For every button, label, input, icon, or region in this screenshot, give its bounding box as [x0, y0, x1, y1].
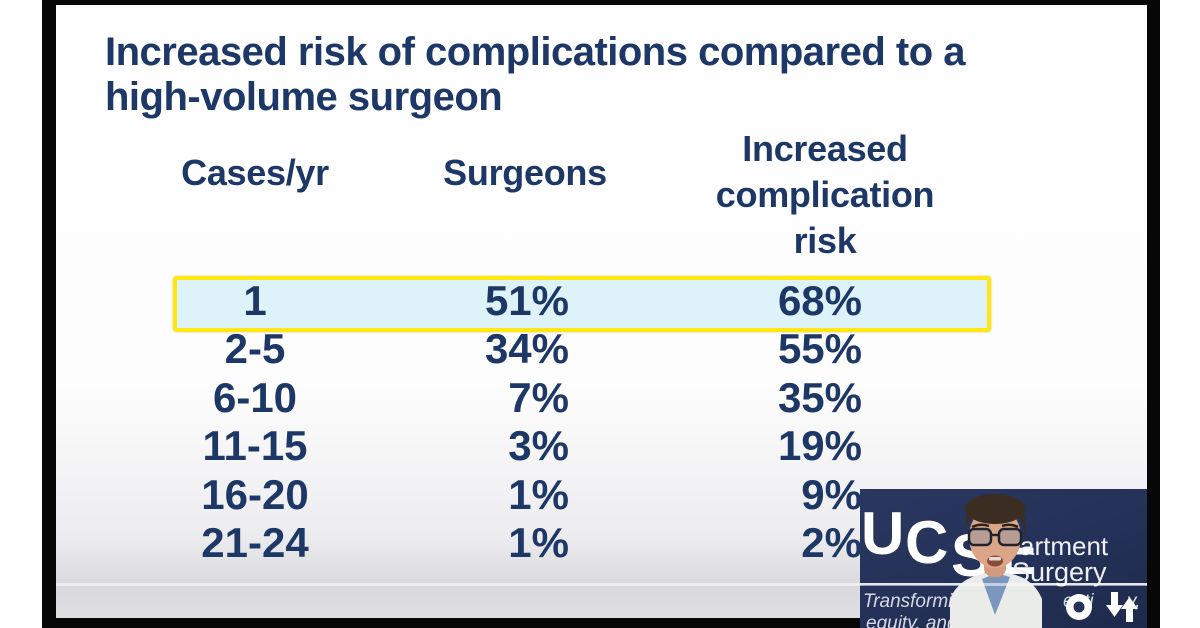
cases-cell: 2-5: [224, 325, 286, 372]
motto-text-fragment: equity, and: [866, 613, 958, 628]
surgeons-cell: 1%: [508, 519, 569, 566]
risk-cell: 19%: [777, 422, 862, 469]
column-header-surgeons: Surgeons: [443, 152, 607, 193]
settings-gear-icon[interactable]: [1063, 591, 1095, 623]
table-row: 2-5 34% 55%: [120, 325, 990, 374]
ucsf-logo-letter: C: [905, 509, 948, 576]
cases-cell: 16-20: [201, 471, 309, 518]
surgeons-cell: 3%: [508, 422, 569, 469]
cases-cell: 6-10: [212, 374, 298, 421]
column-header-risk-line3: risk: [793, 220, 857, 261]
column-header-risk-line2: complication: [715, 174, 935, 215]
speaker-webcam-overlay: U C S F artment Surgery Transformin h ea…: [860, 489, 1147, 628]
video-progress-bar[interactable]: [56, 583, 1147, 586]
column-header-risk: Increased complication risk: [660, 126, 990, 264]
department-text-fragment: artment: [1020, 531, 1109, 561]
column-header-risk-line1: Increased: [742, 128, 908, 169]
surgeons-cell: 7%: [508, 374, 569, 421]
table-row: 6-10 7% 35%: [120, 374, 990, 423]
risk-cell: 2%: [801, 519, 862, 566]
table-row: 21-24 1% 2%: [120, 519, 990, 568]
cases-cell: 21-24: [201, 519, 309, 566]
motto-text-fragment: Transformin: [863, 591, 963, 612]
risk-cell: 35%: [777, 374, 862, 421]
slide-title-line2: high-volume surgeon: [105, 75, 503, 119]
surgeons-cell: 34%: [484, 325, 569, 372]
risk-cell: 68%: [777, 277, 862, 324]
slide-title-line1: Increased risk of complications compared…: [105, 30, 966, 74]
risk-cell: 55%: [777, 325, 862, 372]
cases-cell: 11-15: [202, 422, 308, 469]
table-row: 11-15 3% 19%: [120, 422, 990, 471]
risk-cell: 9%: [801, 471, 862, 518]
slide-title: Increased risk of complications compared…: [105, 30, 1115, 120]
surgeons-cell: 1%: [508, 471, 569, 518]
speaker-avatar: [950, 494, 1042, 628]
table-row: 1 51% 68%: [120, 277, 990, 326]
cases-cell: 1: [243, 277, 267, 324]
table-row: 16-20 1% 9%: [120, 471, 990, 520]
surgeons-cell: 51%: [484, 277, 569, 324]
highlighted-row-outline: [173, 276, 991, 332]
ucsf-logo-letter: U: [861, 500, 904, 567]
column-header-cases: Cases/yr: [181, 152, 329, 193]
miniplayer-collapse-icon[interactable]: [1103, 589, 1141, 625]
